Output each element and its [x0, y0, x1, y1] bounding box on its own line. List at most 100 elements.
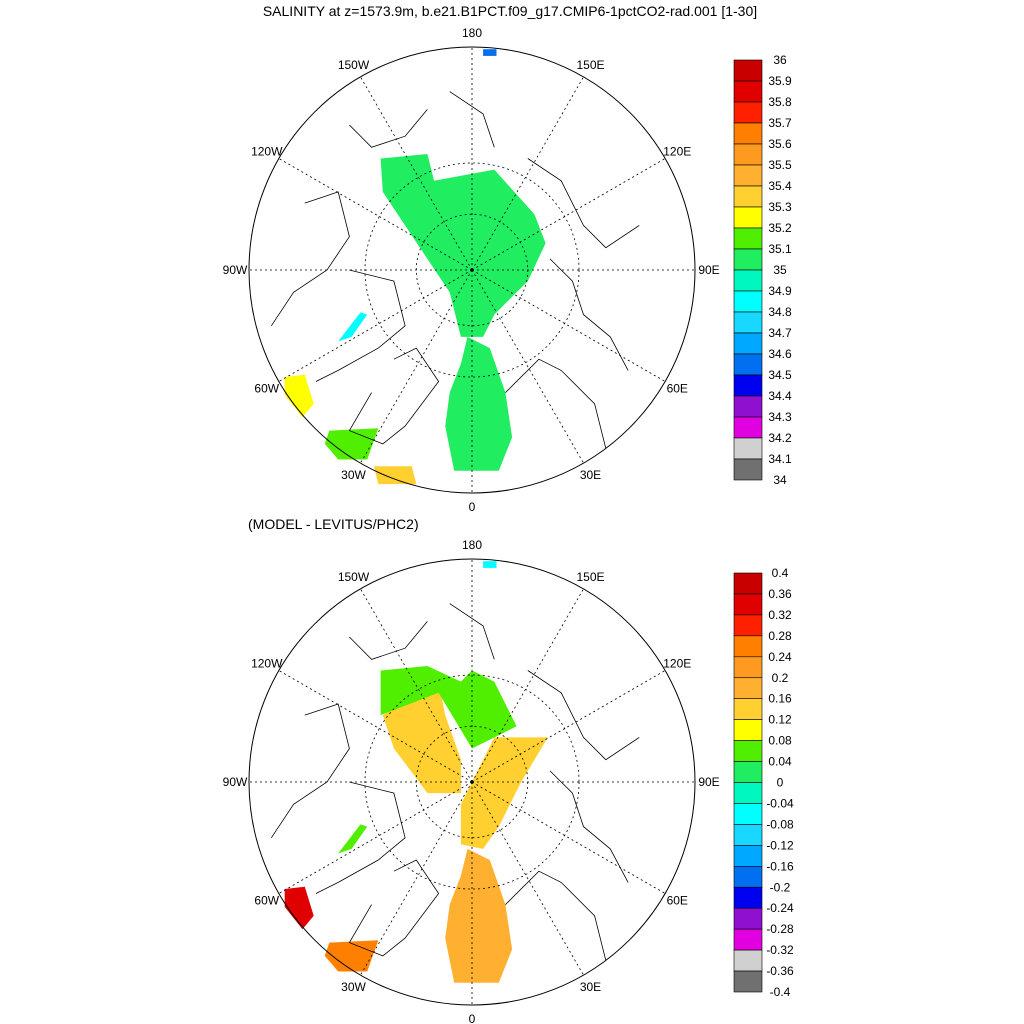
meridian-line — [278, 781, 473, 894]
region-greenland-sea-nordic-seas — [445, 336, 513, 471]
colorbar-label: 0.04 — [768, 755, 792, 769]
colorbar-swatch — [733, 719, 763, 741]
meridian-line — [360, 269, 473, 464]
colorbar-label: -0.16 — [766, 859, 794, 873]
colorbar-label: 0.32 — [768, 608, 792, 622]
colorbar-swatch — [733, 656, 763, 679]
colorbar-label: -0.08 — [766, 817, 794, 831]
colorbar-label: 35.7 — [768, 116, 792, 130]
colorbar-label: 0.2 — [772, 671, 789, 685]
colorbar-swatch — [733, 824, 763, 846]
region-central-arctic-eurasian-basin — [380, 154, 546, 337]
meridian-line — [471, 269, 584, 464]
colorbar-label: 34.7 — [768, 326, 792, 340]
difference-panel-title: (MODEL - LEVITUS/PHC2) — [248, 516, 419, 532]
map-panel-1: 180 150E 120E 90E 60E 30E 0 30W 60W 90W 120W 150W 36… — [223, 26, 792, 514]
colorbar-swatch — [733, 803, 763, 825]
longitude-label: 60W — [254, 382, 279, 396]
region-irminger-sea — [324, 940, 379, 972]
region-eurasian-basin — [460, 737, 548, 849]
colorbar-label: 34 — [773, 473, 787, 487]
longitude-label: 60E — [667, 382, 688, 396]
map-panels: 180 150E 120E 90E 60E 30E 0 30W 60W 90W 120W 150W 36… — [223, 26, 794, 1024]
colorbar-swatch — [733, 269, 763, 292]
colorbar-swatch — [733, 593, 763, 616]
colorbar-label: 0.16 — [768, 692, 792, 706]
colorbar-swatch — [733, 122, 763, 145]
meridian-line — [471, 76, 584, 271]
longitude-label: 60W — [254, 894, 279, 908]
colorbar-label: -0.2 — [770, 880, 791, 894]
coastline — [348, 859, 440, 957]
region-bering-strait-area — [483, 561, 497, 568]
coastline — [349, 621, 428, 660]
meridian-line — [471, 670, 666, 783]
colorbar-label: 35.2 — [768, 221, 792, 235]
colorbar-label: -0.12 — [766, 838, 794, 852]
colorbar-label: 34.9 — [768, 284, 792, 298]
region-irminger-sea — [324, 428, 379, 460]
coastline — [270, 703, 350, 839]
region-canada-basin — [382, 681, 461, 794]
coastline — [315, 781, 406, 894]
longitude-label: 150W — [338, 58, 370, 72]
meridian-line — [360, 76, 473, 271]
meridian-line — [360, 588, 473, 783]
colorbar-swatch — [733, 677, 763, 700]
coastline — [549, 258, 629, 371]
colorbar: 0.4 0.36 0.32 0.28 0.24 0.2 0.16 0.12 0.08 0.04 0 -… — [733, 566, 794, 999]
map-boundary — [248, 46, 696, 494]
colorbar-swatch — [733, 395, 763, 418]
region-labrador-sea — [284, 374, 314, 418]
coastline — [449, 91, 495, 148]
latitude-circle — [364, 674, 580, 890]
colorbar-label: 0 — [777, 776, 784, 790]
coastline — [349, 109, 428, 148]
chart-title: SALINITY at z=1573.9m, b.e21.B1PCT.f09_g… — [263, 3, 757, 19]
region-central-arctic — [380, 666, 517, 749]
map-panel-2: 180 150E 120E 90E 60E 30E 0 30W 60W 90W 120W 150W 0.… — [223, 538, 794, 1024]
coastline — [505, 358, 607, 449]
colorbar-swatch — [733, 437, 763, 460]
colorbar-swatch — [733, 206, 763, 229]
map-boundary — [248, 558, 696, 1006]
region-greenland-sea-nordic-seas — [445, 848, 513, 983]
colorbar-swatch — [733, 227, 763, 250]
colorbar-swatch — [733, 949, 763, 972]
longitude-label: 30W — [341, 980, 366, 994]
longitude-label: 150W — [338, 570, 370, 584]
colorbar-label: 34.5 — [768, 368, 792, 382]
colorbar-swatch — [733, 185, 763, 208]
colorbar-label: 34.1 — [768, 452, 792, 466]
longitude-label: 30W — [341, 468, 366, 482]
coastline — [549, 770, 629, 883]
meridian-line — [471, 588, 584, 783]
colorbar-swatch — [733, 353, 763, 376]
colorbar-label: 0.08 — [768, 734, 792, 748]
colorbar-label: 34.6 — [768, 347, 792, 361]
longitude-label: 150E — [576, 570, 604, 584]
longitude-label: 120W — [251, 145, 283, 159]
colorbar-label: -0.36 — [766, 964, 794, 978]
longitude-label: 90W — [223, 775, 248, 789]
colorbar: 36 35.9 35.8 35.7 35.6 35.5 35.4 35.3 35.2 35.1 35… — [733, 53, 792, 487]
colorbar-swatch — [733, 614, 763, 637]
longitude-label: 90E — [698, 263, 719, 277]
longitude-label: 120W — [251, 657, 283, 671]
colorbar-swatch — [733, 164, 763, 187]
colorbar-label: 0.24 — [768, 650, 792, 664]
colorbar-label: 35.5 — [768, 158, 792, 172]
longitude-label: 0 — [469, 1012, 476, 1024]
colorbar-label: -0.4 — [770, 985, 791, 999]
colorbar-swatch — [733, 782, 763, 804]
colorbar-swatch — [733, 907, 763, 930]
colorbar-swatch — [733, 59, 763, 82]
longitude-label: 90E — [698, 775, 719, 789]
colorbar-swatch — [733, 458, 763, 481]
colorbar-label: 34.4 — [768, 389, 792, 403]
longitude-label: 150E — [576, 58, 604, 72]
colorbar-swatch — [733, 572, 763, 595]
colorbar-label: 34.3 — [768, 410, 792, 424]
region-labrador-sea — [284, 886, 314, 930]
meridian-line — [278, 269, 473, 382]
